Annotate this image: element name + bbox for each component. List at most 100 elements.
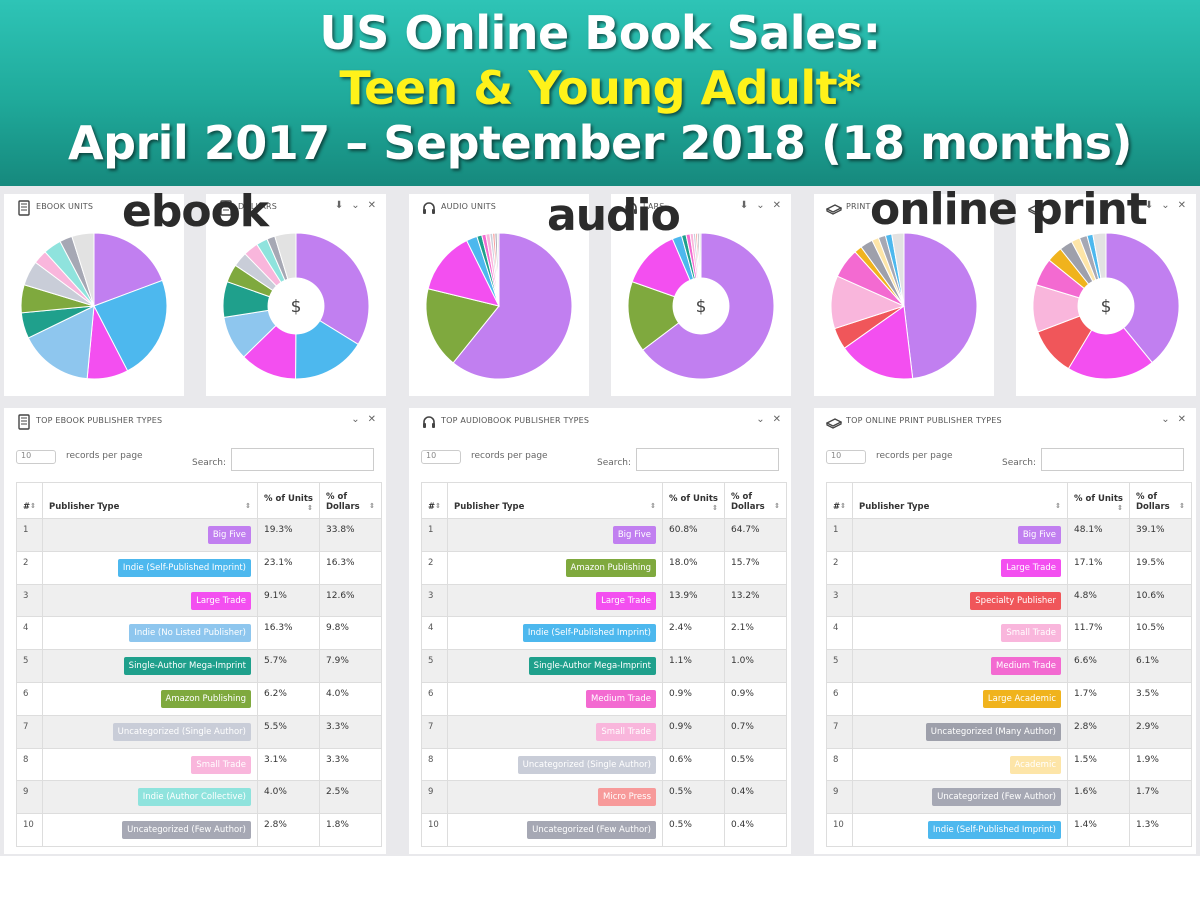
publisher-type-cell: Big Five	[852, 518, 1068, 552]
table-row: 1 Big Five 19.3% 33.8%	[16, 518, 382, 552]
close-icon[interactable]: ✕	[1177, 414, 1186, 425]
sort-icon[interactable]: ⇕	[369, 502, 375, 510]
publisher-type-cell: Indie (No Listed Publisher)	[42, 616, 258, 651]
publisher-type-cell: Big Five	[447, 518, 663, 552]
table-row: 3 Specialty Publisher 4.8% 10.6%	[826, 583, 1192, 618]
sort-icon[interactable]: ⇕	[712, 504, 718, 512]
col-header-publisher-type[interactable]: Publisher Type ⇕	[447, 482, 663, 519]
header-row: # ⇕ Publisher Type ⇕% of Units ⇕% of Dollars…	[421, 482, 787, 519]
col-header-dollars[interactable]: % of Dollars ⇕	[1129, 482, 1192, 519]
collapse-icon[interactable]: ⌄	[1161, 200, 1170, 211]
dollars-percent: 19.5%	[1129, 550, 1192, 585]
close-icon[interactable]: ✕	[1177, 200, 1186, 211]
dashboard: EBOOK UNITS DOLLARS ⬇ ⌄ ✕ $ ebook TOP EBOOK PUB…	[0, 186, 1200, 856]
publisher-type-badge: Amazon Publishing	[160, 689, 251, 708]
collapse-icon[interactable]: ⌄	[1161, 414, 1170, 425]
sort-icon[interactable]: ⇕	[1179, 502, 1185, 510]
row-number: 7	[826, 714, 853, 749]
dollars-percent: 1.7%	[1129, 780, 1192, 815]
dollars-percent: 7.9%	[319, 649, 382, 683]
pie-slice-large-trade[interactable]	[843, 305, 914, 380]
collapse-icon[interactable]: ⌄	[756, 414, 765, 425]
col-header-publisher-type[interactable]: Publisher Type ⇕	[42, 482, 258, 519]
header-row: # ⇕ Publisher Type ⇕% of Units ⇕% of Dollars…	[826, 482, 1192, 519]
units-percent: 17.1%	[1067, 550, 1130, 585]
row-number: 9	[16, 780, 43, 815]
sort-icon[interactable]: ⇕	[307, 504, 313, 512]
pie-slice-big-five[interactable]	[93, 232, 164, 307]
ebook-icon	[18, 414, 30, 430]
sort-icon[interactable]: ⇕	[245, 502, 251, 510]
pie-slice-indie-no-listed-publisher[interactable]	[27, 305, 95, 380]
dollars-percent: 10.6%	[1129, 583, 1192, 618]
search-label: Search:	[1002, 458, 1036, 468]
table-row: 7 Uncategorized (Single Author) 5.5% 3.3%	[16, 714, 382, 749]
ebook-table-panel: TOP EBOOK PUBLISHER TYPES ⌄ ✕ 10 records per…	[4, 408, 386, 854]
col-header-publisher-type[interactable]: Publisher Type ⇕	[852, 482, 1068, 519]
download-icon[interactable]: ⬇	[334, 200, 344, 211]
pie-slice-other[interactable]	[496, 232, 500, 307]
col-header-number[interactable]: # ⇕	[421, 482, 448, 519]
table-title: TOP ONLINE PRINT PUBLISHER TYPES	[846, 416, 1002, 425]
publisher-type-badge: Indie (No Listed Publisher)	[129, 624, 251, 643]
publisher-type-cell: Indie (Self-Published Imprint)	[42, 550, 258, 585]
col-header-dollars[interactable]: % of Dollars ⇕	[319, 482, 382, 519]
pie-slice-other[interactable]	[71, 232, 95, 307]
sort-icon[interactable]: ⇕	[1117, 504, 1123, 512]
records-per-page-select[interactable]: 10	[826, 450, 866, 464]
records-per-page-select[interactable]: 10	[16, 450, 56, 464]
audio-big-label: audio	[547, 190, 681, 241]
col-header-units[interactable]: % of Units ⇕	[257, 482, 320, 519]
close-icon[interactable]: ✕	[772, 414, 781, 425]
pie-slice-other[interactable]	[891, 232, 905, 307]
row-number: 8	[421, 747, 448, 782]
sort-icon[interactable]: ⇕	[650, 502, 656, 510]
search-input[interactable]	[1041, 448, 1184, 471]
table-row: 5 Medium Trade 6.6% 6.1%	[826, 649, 1192, 683]
pie-slice-amazon-publishing[interactable]	[627, 281, 703, 351]
pie-slice-large-trade[interactable]	[427, 239, 500, 307]
sort-icon[interactable]: ⇕	[774, 502, 780, 510]
publisher-table: # ⇕ Publisher Type ⇕% of Units ⇕% of Dollars…	[826, 482, 1192, 847]
publisher-type-cell: Large Academic	[852, 681, 1068, 716]
download-icon[interactable]: ⬇	[1144, 200, 1154, 211]
col-header-number[interactable]: # ⇕	[16, 482, 43, 519]
pie-slice-big-five[interactable]	[903, 232, 978, 380]
search-input[interactable]	[636, 448, 779, 471]
close-icon[interactable]: ✕	[772, 200, 781, 211]
publisher-type-cell: Large Trade	[447, 583, 663, 618]
close-icon[interactable]: ✕	[367, 414, 376, 425]
row-number: 9	[421, 780, 448, 815]
pie-slice-large-trade[interactable]	[1067, 305, 1153, 380]
publisher-type-cell: Small Trade	[447, 714, 663, 749]
sort-icon[interactable]: ⇕	[435, 502, 441, 510]
collapse-icon[interactable]: ⌄	[351, 200, 360, 211]
records-per-page-select[interactable]: 10	[421, 450, 461, 464]
publisher-type-cell: Medium Trade	[447, 681, 663, 716]
col-header-publisher-type-label: Publisher Type	[454, 502, 525, 512]
pie-slice-amazon-publishing[interactable]	[425, 288, 500, 364]
publisher-type-cell: Micro Press	[447, 780, 663, 815]
col-header-dollars[interactable]: % of Dollars ⇕	[724, 482, 787, 519]
publisher-type-badge: Big Five	[207, 526, 251, 544]
collapse-icon[interactable]: ⌄	[756, 200, 765, 211]
sort-icon[interactable]: ⇕	[1055, 502, 1061, 510]
row-number: 5	[16, 649, 43, 683]
publisher-type-badge: Indie (Self-Published Imprint)	[927, 821, 1061, 840]
col-header-dollars-label: % of Dollars	[326, 492, 360, 512]
close-icon[interactable]: ✕	[367, 200, 376, 211]
download-icon[interactable]: ⬇	[739, 200, 749, 211]
pie-slice-big-five[interactable]	[1105, 232, 1180, 364]
search-input[interactable]	[231, 448, 374, 471]
col-header-number[interactable]: # ⇕	[826, 482, 853, 519]
sort-icon[interactable]: ⇕	[840, 502, 846, 510]
sort-icon[interactable]: ⇕	[30, 502, 36, 510]
collapse-icon[interactable]: ⌄	[351, 414, 360, 425]
print-icon	[826, 204, 842, 215]
pie-slice-big-five[interactable]	[452, 232, 573, 380]
table-row: 7 Small Trade 0.9% 0.7%	[421, 714, 787, 749]
pie-slice-indie-self-published-imprint[interactable]	[93, 279, 168, 372]
col-header-units[interactable]: % of Units ⇕	[662, 482, 725, 519]
row-number: 9	[826, 780, 853, 815]
col-header-units[interactable]: % of Units ⇕	[1067, 482, 1130, 519]
